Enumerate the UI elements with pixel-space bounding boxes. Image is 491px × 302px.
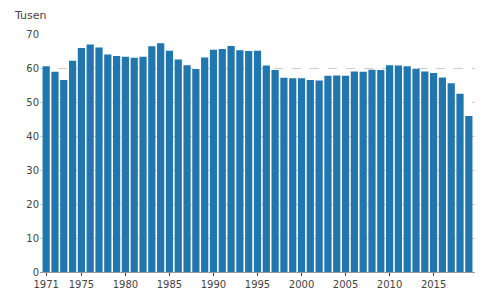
svg-text:1971: 1971 [33,279,58,290]
svg-text:20: 20 [26,199,39,210]
svg-text:1995: 1995 [245,279,270,290]
svg-text:2010: 2010 [377,279,402,290]
svg-text:0: 0 [33,267,39,278]
svg-text:70: 70 [26,29,39,40]
svg-text:1990: 1990 [201,279,226,290]
svg-text:Tusen: Tusen [14,9,47,22]
svg-text:10: 10 [26,233,39,244]
svg-text:1985: 1985 [157,279,182,290]
svg-text:30: 30 [26,165,39,176]
svg-text:1975: 1975 [69,279,94,290]
svg-text:2015: 2015 [421,279,446,290]
svg-text:2000: 2000 [289,279,314,290]
svg-text:2005: 2005 [333,279,358,290]
svg-text:40: 40 [26,131,39,142]
svg-text:50: 50 [26,97,39,108]
svg-text:1980: 1980 [113,279,138,290]
svg-text:60: 60 [26,63,39,74]
